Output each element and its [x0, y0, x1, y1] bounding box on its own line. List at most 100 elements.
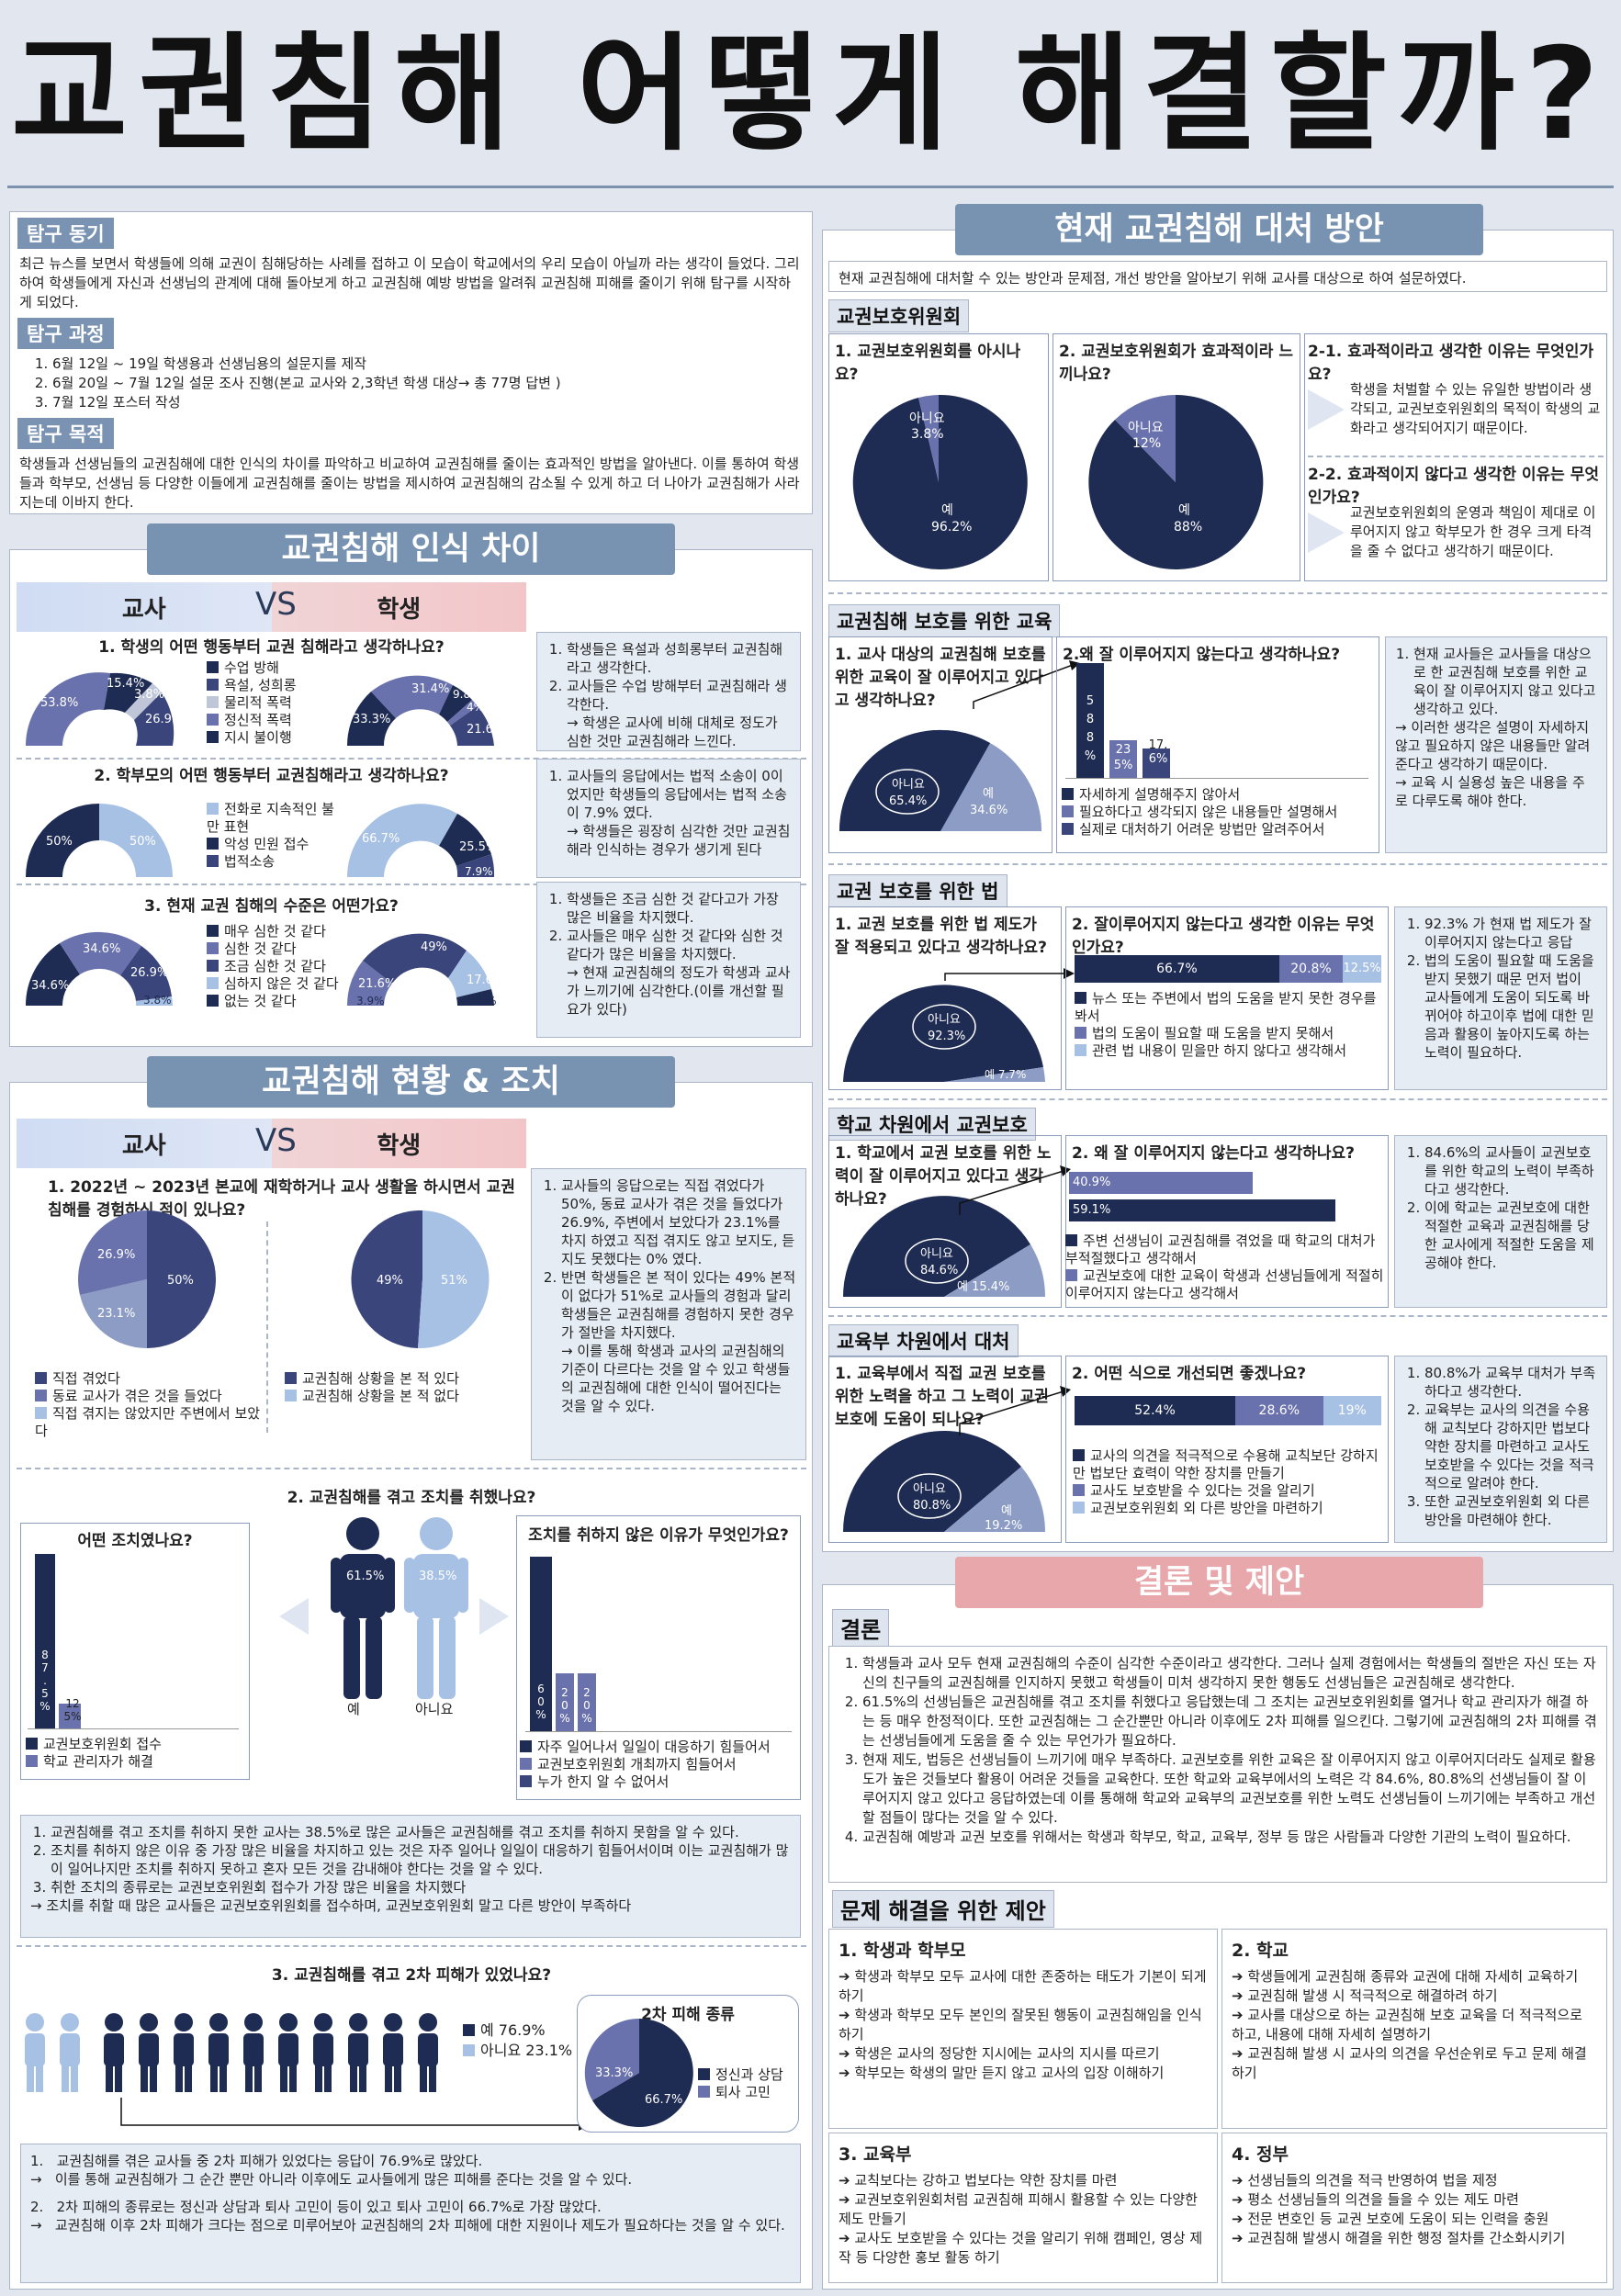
law-q1-label: 92.3%: [928, 1030, 965, 1043]
no-measure-reason-chart: 조치를 취하지 않은 이유가 무엇인가요?: [516, 1515, 801, 1800]
divider: [828, 592, 1607, 594]
ministry-q2-title: 2. 어떤 식으로 개선되면 좋겠나요?: [1072, 1365, 1307, 1383]
purpose-tag: 탐구 목적: [17, 418, 114, 449]
student-experience-legend: 교권침해 상황을 본 적 있다 교권침해 상황을 본 적 없다: [285, 1370, 514, 1405]
conclusion-item: 학생들과 교사 모두 현재 교권침해의 수준이 심각한 수준이라고 생각한다. …: [862, 1654, 1597, 1693]
perception-q2-charts: 50% 50% 66.7% 25.5% 7.9%: [26, 804, 497, 878]
committee-reasons-box: [1304, 333, 1607, 581]
legend-item: 뉴스 또는 주변에서 법의 도움을 받지 못한 경우를 봐서: [1075, 990, 1377, 1024]
conclusion-panel: [822, 1584, 1614, 2290]
second-damage-legend: 예 76.9% 아니요 23.1%: [463, 2020, 582, 2061]
divider: [17, 884, 806, 885]
second-damage-label: 33.3%: [595, 2066, 633, 2080]
status-q1-title: 1. 2022년 ~ 2023년 본교에 재학하거나 교사 생활을 하시면서 교…: [48, 1178, 515, 1220]
legend-item: 법적소송: [207, 853, 344, 871]
student-q2-label: 7.9%: [465, 865, 493, 878]
legend-item: 관련 법 내용이 믿을만 하지 않다고 생각해서: [1075, 1042, 1383, 1060]
ministry-tag: 교육부 차원에서 대처: [828, 1324, 1019, 1357]
student-q1-label: 31.4%: [411, 682, 449, 696]
teacher-q1-label: 15.4%: [107, 677, 144, 691]
conclusion-tag-wrap: 결론: [832, 1609, 890, 1647]
teacher-q3-label: 34.6%: [31, 979, 69, 993]
legend-item: 자세하게 설명해주지 않아서: [1062, 786, 1379, 804]
committee-q2-label: 12%: [1132, 436, 1161, 451]
perception-banner: 교권침해 인식 차이: [147, 523, 675, 575]
committee-q1-label: 96.2%: [931, 520, 972, 535]
student-q2-label: 25.5%: [459, 840, 497, 854]
student-q1-label: 9.8%: [453, 688, 481, 701]
education-q1-label: 34.6%: [970, 804, 1007, 817]
education-bar-label: 17. 6%: [1148, 738, 1168, 766]
legend-item: 퇴사 고민: [698, 2084, 797, 2101]
suggestions-tag: 문제 해결을 위한 제안: [832, 1890, 1054, 1928]
teacher-q3-donut: 34.6% 34.6% 26.9% 3.8%: [25, 931, 173, 1007]
committee-q2-label: 예: [1178, 503, 1190, 518]
law-stacked-bar: 66.7% 20.8% 12.5%: [1075, 955, 1381, 983]
perception-q1-charts: 53.8% 15.4% 3.8% 26.9% 33.3% 31.4% 9.8% …: [26, 672, 504, 746]
student-q3-label: 21.6%: [358, 977, 396, 991]
committee-r2-text: 교권보호위원회의 운영과 책임이 제대로 이루어지지 않고 학부모가 한 경우 …: [1350, 504, 1596, 559]
committee-r1-title: 2-1. 효과적이라고 생각한 이유는 무엇인가요?: [1308, 343, 1594, 384]
legend-item: 정신적 폭력: [207, 712, 344, 729]
divider: [828, 1315, 1607, 1317]
school-q1-label: 예 15.4%: [957, 1280, 1009, 1294]
committee-q2-label: 88%: [1174, 520, 1202, 535]
motive-tag: 탐구 동기: [17, 218, 114, 249]
student-q2-donut: 66.7% 25.5% 7.9%: [347, 804, 497, 878]
intro-panel: 탐구 동기 최근 뉴스를 보면서 학생들에 의해 교권이 침해당하는 사례를 접…: [9, 211, 813, 514]
conclusion-tag: 결론: [832, 1609, 890, 1647]
divider: [828, 1098, 1607, 1100]
student-experience-label: 49%: [377, 1274, 403, 1288]
teacher-q2-label: 50%: [46, 835, 73, 849]
status-q2-title: 2. 교권침해를 겪고 조치를 취했나요?: [287, 1489, 536, 1507]
committee-q1-label: 예: [941, 503, 953, 518]
teacher-q2-label: 50%: [129, 835, 156, 849]
perception-q2-legend: 전화로 지속적인 불만 표현 악성 민원 접수 법적소송: [207, 801, 344, 871]
process-list: 6월 12일 ~ 19일 학생용과 선생님용의 설문지를 제작 6월 20일 ~…: [27, 355, 805, 412]
teacher-q3-label: 3.8%: [143, 994, 172, 1007]
law-bar-segment: 66.7%: [1075, 955, 1279, 983]
committee-q1-title: 1. 교권보호위원회를 아시나요?: [835, 343, 1021, 384]
legend-item: 매우 심한 것 같다: [207, 923, 354, 940]
perception-q3-legend: 매우 심한 것 같다 심한 것 같다 조금 심한 것 같다 심하지 않은 것 같…: [207, 923, 354, 1010]
school-q1-label: 84.6%: [920, 1264, 958, 1277]
legend-item: 자주 일어나서 일일이 대응하기 힘들어서: [520, 1739, 801, 1756]
committee-r2-title: 2-2. 효과적이지 않다고 생각한 이유는 무엇인가요?: [1308, 466, 1600, 507]
law-q1-title: 1. 교권 보호를 위한 법 제도가 잘 적용되고 있다고 생각하나요?: [835, 916, 1047, 957]
student-q1-label: 4%: [467, 701, 484, 714]
education-bar-label: 5 8 8%: [1084, 694, 1097, 763]
law-tag-wrap: 교권 보호를 위한 법: [828, 874, 1007, 907]
education-q1-label: 예: [983, 787, 994, 801]
school-q1-title: 1. 학교에서 교권 보호를 위한 노력이 잘 이루어지고 있다고 생각하나요?: [835, 1144, 1052, 1209]
law-tag: 교권 보호를 위한 법: [828, 874, 1007, 907]
process-item: 6월 20일 ~ 7월 12일 설문 조사 진행(본교 교사와 2,3학년 학생…: [52, 374, 805, 393]
student-q1-label: 21.6%: [467, 723, 504, 737]
measure-type-legend: 교권보호위원회 접수 학교 관리자가 해결: [26, 1736, 246, 1771]
no-measure-reason-legend: 자주 일어나서 일일이 대응하기 힘들어서 교권보호위원회 개최까지 힘들어서 …: [520, 1739, 801, 1791]
status-q2-note: 교권침해를 겪고 조치를 취하지 못한 교사는 38.5%로 많은 교사들은 교…: [20, 1815, 801, 1938]
ministry-stacked-bar: 52.4% 28.6% 19%: [1075, 1396, 1381, 1425]
committee-q1-box: 1. 교권보호위원회를 아시나요?: [828, 333, 1049, 581]
committee-q2-box: 2. 교권보호위원회가 효과적이라 느끼나요?: [1053, 333, 1300, 581]
perception-q3-title: 3. 현재 교권 침해의 수준은 어떤가요?: [144, 897, 399, 916]
legend-item: 교권보호위원회 외 다른 방안을 마련하기: [1073, 1500, 1385, 1517]
status-q1-note: 교사들의 응답으로는 직접 겪었다가 50%, 동료 교사가 겪은 것을 들었다…: [531, 1168, 806, 1460]
divider: [17, 758, 806, 760]
status-q1-charts: 50% 26.9% 23.1% 49% 51%: [78, 1210, 490, 1349]
legend-item: 조금 심한 것 같다: [207, 958, 354, 975]
legend-item: 교권침해 상황을 본 적 있다: [285, 1370, 514, 1388]
legend-item: 지시 불이행: [207, 729, 344, 747]
student-label: 학생: [271, 1119, 526, 1168]
law-legend: 뉴스 또는 주변에서 법의 도움을 받지 못한 경우를 봐서 법의 도움이 필요…: [1075, 990, 1383, 1060]
student-label: 학생: [271, 582, 526, 632]
second-damage-people-figure: [25, 2013, 438, 2092]
legend-item: 예 76.9%: [463, 2020, 582, 2041]
divider: [17, 1945, 806, 1947]
education-q1-box: 1. 교사 대상의 교권침해 보호를 위한 교육이 잘 이루어지고 있다고 생각…: [828, 636, 1053, 853]
reason-bar-label: 2 0%: [581, 1686, 592, 1725]
conclusion-box: 학생들과 교사 모두 현재 교권침해의 수준이 심각한 수준이라고 생각한다. …: [828, 1646, 1607, 1883]
conclusion-item: 현재 제도, 법등은 선생님들이 느끼기에 매우 부족하다. 교권보호를 위한 …: [862, 1750, 1597, 1828]
arrow-right-icon: [1308, 389, 1345, 430]
suggestion-students-parents: 1. 학생과 학부모 ➔ 학생과 학부모 모두 교사에 대한 존중하는 태도가 …: [828, 1929, 1218, 2129]
axis: [525, 1731, 792, 1732]
